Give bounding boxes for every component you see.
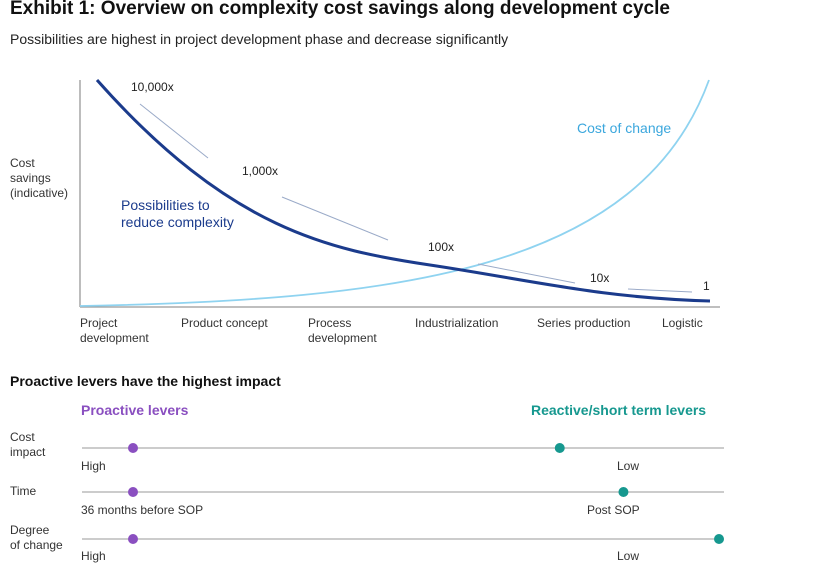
lever-dots bbox=[128, 443, 724, 544]
x-tick-label: Series production bbox=[537, 316, 631, 330]
lever-lines bbox=[82, 447, 724, 540]
arrow-3 bbox=[477, 263, 576, 284]
x-tick-label: Product concept bbox=[181, 316, 268, 330]
x-tick-label: Logistic bbox=[662, 316, 703, 330]
proactive-lever-dot bbox=[128, 534, 138, 544]
arrow-2 bbox=[281, 196, 389, 241]
lever-row-right-label: Low bbox=[617, 459, 640, 473]
reactive-lever-dot bbox=[714, 534, 724, 544]
x-tick-label: Project development bbox=[80, 316, 149, 345]
cost-of-change-curve bbox=[79, 79, 710, 307]
multiplier-label: 1,000x bbox=[242, 164, 279, 178]
y-axis-label: Cost savings (indicative) bbox=[10, 156, 69, 200]
x-tick-label: Industrialization bbox=[415, 316, 499, 330]
proactive-lever-dot bbox=[128, 443, 138, 453]
lever-row-label: Time bbox=[10, 484, 37, 498]
lever-row-right-label: Post SOP bbox=[587, 503, 640, 517]
lever-row-right-label: Low bbox=[617, 549, 640, 563]
lever-row-left-label: High bbox=[81, 549, 106, 563]
page-title: Exhibit 1: Overview on complexity cost s… bbox=[10, 0, 670, 19]
lever-row-label: Cost impact bbox=[10, 430, 46, 459]
cost-of-change-series-label: Cost of change bbox=[577, 120, 672, 136]
multiplier-label: 1 bbox=[703, 279, 710, 293]
lever-row-left-label: High bbox=[81, 459, 106, 473]
reactive-lever-dot bbox=[554, 443, 565, 453]
x-tick-label: Process development bbox=[308, 316, 377, 345]
multiplier-label: 10x bbox=[590, 271, 610, 285]
multiplier-label: 100x bbox=[428, 240, 455, 254]
possibilities-series-label: Possibilities to reduce complexity bbox=[121, 197, 234, 230]
reactive-lever-dot bbox=[618, 487, 629, 497]
arrow-1 bbox=[139, 103, 209, 159]
possibilities-curve bbox=[95, 79, 711, 303]
multiplier-label: 10,000x bbox=[131, 80, 174, 94]
levers-heading: Proactive levers have the highest impact bbox=[10, 373, 281, 389]
lever-row-left-label: 36 months before SOP bbox=[81, 503, 204, 517]
proactive-lever-dot bbox=[128, 487, 138, 497]
multiplier-arrows bbox=[139, 103, 693, 293]
arrow-4 bbox=[627, 288, 693, 293]
page-subtitle: Possibilities are highest in project dev… bbox=[10, 31, 509, 47]
proactive-levers-label: Proactive levers bbox=[81, 402, 189, 418]
lever-row-label: Degree of change bbox=[10, 523, 63, 552]
reactive-levers-label: Reactive/short term levers bbox=[531, 402, 707, 418]
